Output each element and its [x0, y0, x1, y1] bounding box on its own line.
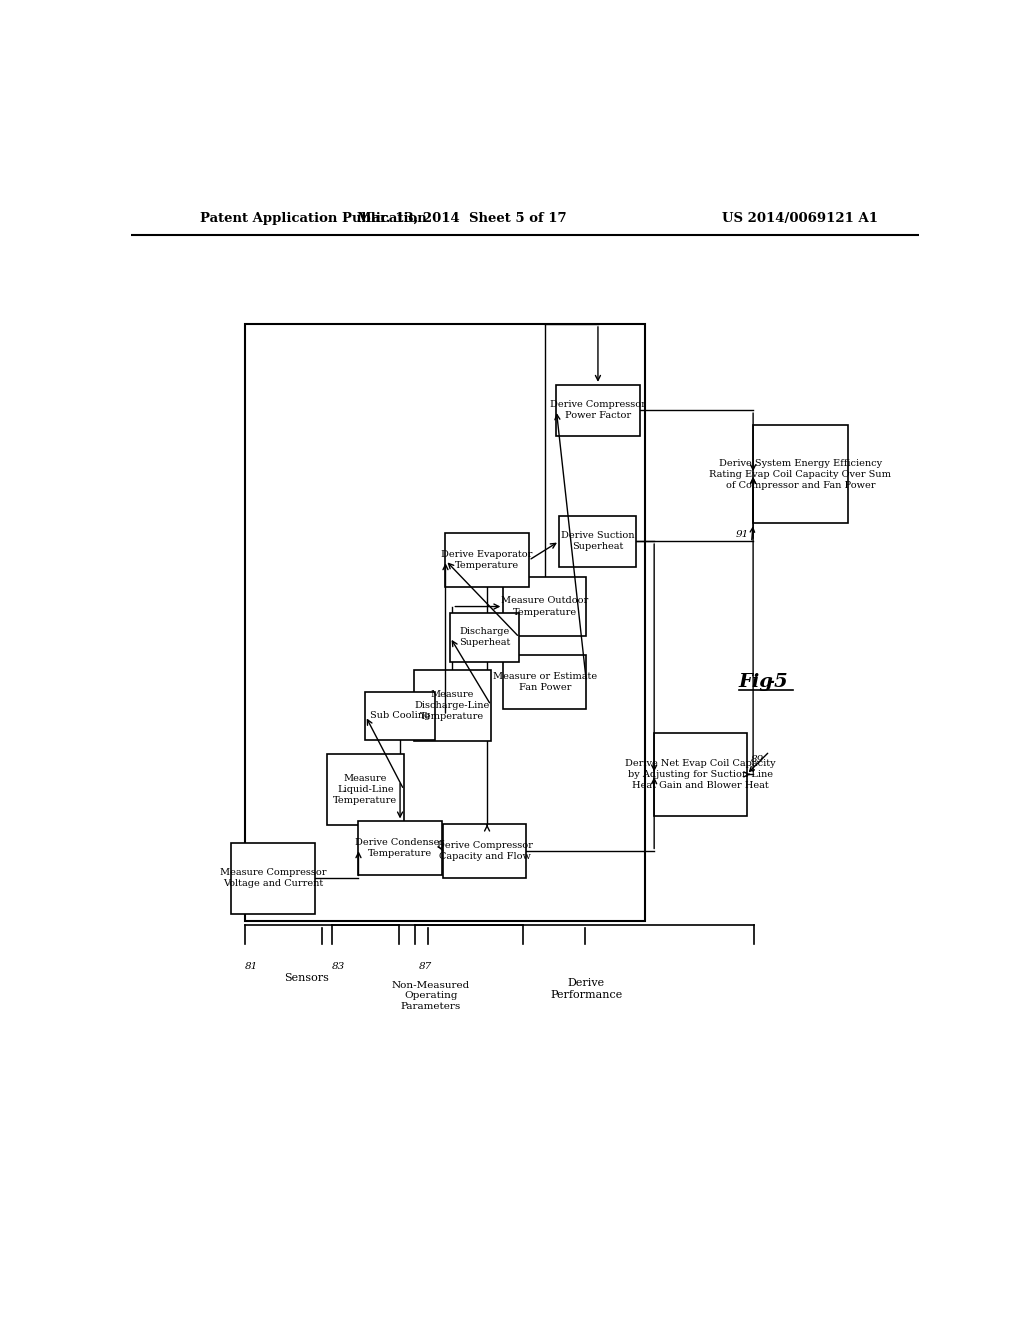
Text: Sensors: Sensors [285, 973, 330, 983]
Bar [245, 323, 645, 921]
Text: Measure or Estimate
Fan Power: Measure or Estimate Fan Power [493, 672, 597, 692]
Text: Derive Compressor
Capacity and Flow: Derive Compressor Capacity and Flow [437, 841, 532, 862]
Text: Mar. 13, 2014  Sheet 5 of 17: Mar. 13, 2014 Sheet 5 of 17 [356, 213, 566, 224]
Text: Derive Net Evap Coil Capacity
by Adjusting for Suction Line
Heat Gain and Blower: Derive Net Evap Coil Capacity by Adjusti… [625, 759, 775, 789]
Bar [366, 692, 435, 741]
Bar [327, 755, 403, 825]
Text: Derive
Performance: Derive Performance [550, 978, 623, 1001]
Bar [503, 577, 587, 636]
Text: Measure Compressor
Voltage and Current: Measure Compressor Voltage and Current [220, 869, 327, 888]
Text: Non-Measured
Operating
Parameters: Non-Measured Operating Parameters [392, 981, 470, 1011]
Bar [414, 669, 490, 741]
Text: Derive Suction
Superheat: Derive Suction Superheat [561, 531, 635, 552]
Text: 91: 91 [736, 531, 750, 540]
Text: 89: 89 [751, 755, 764, 763]
Text: Patent Application Publication: Patent Application Publication [200, 213, 427, 224]
Bar [358, 821, 441, 875]
Bar [753, 425, 848, 524]
Bar [230, 843, 315, 913]
Bar [556, 385, 640, 436]
Bar [559, 516, 637, 566]
Text: 87: 87 [419, 962, 432, 972]
Text: Derive Evaporator
Temperature: Derive Evaporator Temperature [441, 550, 532, 570]
Text: 83: 83 [333, 962, 345, 972]
Text: Derive Condenser
Temperature: Derive Condenser Temperature [355, 838, 444, 858]
Text: Derive Compressor
Power Factor: Derive Compressor Power Factor [550, 400, 646, 420]
Bar [443, 825, 526, 878]
Text: 81: 81 [245, 962, 258, 972]
Text: US 2014/0069121 A1: US 2014/0069121 A1 [723, 213, 879, 224]
Bar [503, 655, 587, 709]
Text: Measure
Liquid-Line
Temperature: Measure Liquid-Line Temperature [334, 775, 397, 805]
Bar [654, 733, 746, 816]
Bar [451, 612, 519, 661]
Text: -5: -5 [766, 673, 787, 690]
Text: Measure
Discharge-Line
Temperature: Measure Discharge-Line Temperature [415, 689, 490, 721]
Text: Sub Cooling: Sub Cooling [370, 711, 430, 721]
Text: Discharge
Superheat: Discharge Superheat [459, 627, 510, 647]
Text: Fig: Fig [739, 673, 774, 690]
Bar [445, 533, 528, 587]
Text: Derive System Energy Efficiency
Rating Evap Coil Capacity Over Sum
of Compressor: Derive System Energy Efficiency Rating E… [710, 458, 892, 490]
Text: Measure Outdoor
Temperature: Measure Outdoor Temperature [501, 597, 589, 616]
